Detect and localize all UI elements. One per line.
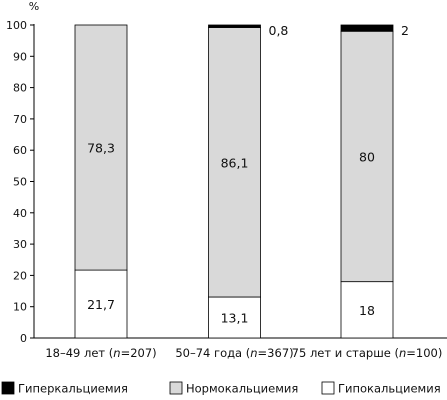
- bar-segment-Гипокальциемия: [208, 296, 261, 339]
- bar-segment-Гиперкальциемия: [340, 24, 394, 32]
- data-label: 78,3: [87, 141, 115, 156]
- x-tick-label: 50–74 года (n=367): [175, 346, 293, 360]
- bar-segment-Нормокальциемия: [340, 30, 394, 283]
- legend: Гиперкальциемия Нормокальциемия Гипокальци…: [1, 381, 441, 396]
- y-tick-label: 50: [13, 176, 27, 189]
- y-tick-label: 80: [13, 82, 27, 95]
- data-label: 13,1: [221, 310, 249, 325]
- data-label: 86,1: [221, 155, 249, 170]
- data-label: 80: [359, 149, 375, 164]
- bars: [74, 24, 394, 339]
- bar-segment-Гипокальциемия: [74, 269, 128, 339]
- data-label: 2: [401, 23, 409, 38]
- y-tick-label: 100: [6, 19, 27, 32]
- bar-segment-Гипокальциемия: [340, 281, 394, 339]
- data-label: 18: [359, 303, 375, 318]
- data-label: 21,7: [87, 297, 115, 312]
- y-tick-label: 90: [13, 50, 27, 63]
- y-axis-unit: %: [29, 0, 39, 13]
- x-tick-label: 18–49 лет (n=207): [45, 346, 156, 360]
- legend-label: Нормокальциемия: [186, 382, 298, 396]
- data-label: 0,8: [269, 23, 289, 38]
- bar-segment-Нормокальциемия: [74, 24, 128, 271]
- y-tick-label: 40: [13, 207, 27, 220]
- y-tick-label: 0: [20, 332, 27, 345]
- y-tick-label: 20: [13, 269, 27, 282]
- x-axis-labels: 18–49 лет (n=207) 50–74 года (n=367)75 ле…: [45, 346, 442, 360]
- y-tick-label: 10: [13, 301, 27, 314]
- bar-segment-Гиперкальциемия: [208, 24, 261, 28]
- legend-swatch: [169, 381, 183, 395]
- y-tick-label: 60: [13, 144, 27, 157]
- y-tick-label: 70: [13, 113, 27, 126]
- legend-swatch: [1, 381, 15, 395]
- y-tick-label: 30: [13, 238, 27, 251]
- legend-label: Гиперкальциемия: [18, 382, 128, 396]
- legend-label: Гипокальциемия: [338, 382, 441, 396]
- legend-swatch: [321, 381, 335, 395]
- x-tick-label: 75 лет и старше (n=100): [292, 346, 443, 360]
- data-labels: 21,7 78,3 13,1 86,1 0,8 18 80 2: [87, 23, 409, 325]
